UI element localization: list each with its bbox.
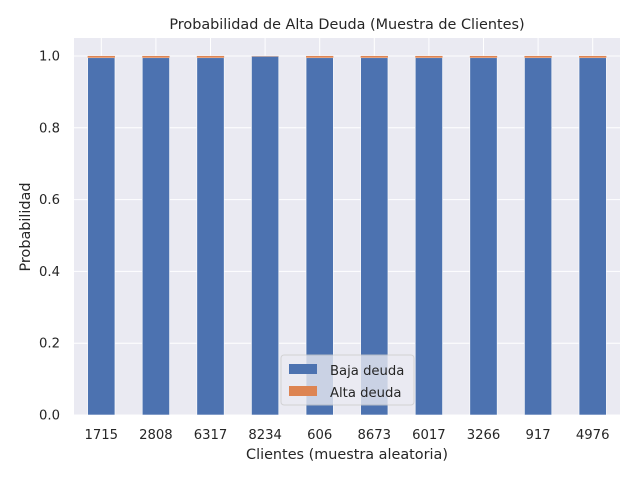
y-tick-labels: 0.0 0.2 0.4 0.6 0.8 1.0: [39, 49, 60, 423]
x-tick-label: 8673: [358, 428, 392, 443]
legend: Baja deuda Alta deuda: [280, 354, 415, 406]
bar-alta-deuda-4976: [579, 55, 607, 58]
bar-alta-deuda-3266: [469, 55, 498, 58]
bar-baja-deuda-6017: [414, 57, 443, 416]
bar-baja-deuda-2808: [141, 57, 170, 416]
legend-swatch-alta: [289, 386, 317, 396]
x-tick-label: 606: [307, 428, 332, 443]
y-tick-label: 1.0: [39, 49, 60, 64]
bar-alta-deuda-606: [306, 55, 334, 58]
legend-swatch-baja: [289, 364, 317, 374]
bar-alta-deuda-8673: [360, 55, 388, 58]
legend-label-alta: Alta deuda: [330, 386, 401, 401]
legend-label-baja: Baja deuda: [330, 364, 404, 379]
x-tick-label: 4976: [576, 428, 610, 443]
bar-baja-deuda-917: [524, 57, 553, 416]
x-tick-label: 6317: [194, 428, 228, 443]
y-tick-label: 0.4: [39, 265, 60, 280]
y-tick-label: 0.6: [39, 193, 60, 208]
bar-alta-deuda-917: [524, 55, 552, 58]
x-tick-label: 917: [526, 428, 551, 443]
x-tick-label: 3266: [467, 428, 501, 443]
y-tick-label: 0.8: [39, 121, 60, 136]
bar-baja-deuda-1715: [87, 57, 116, 416]
bar-alta-deuda-2808: [142, 55, 170, 58]
x-tick-label: 1715: [85, 428, 119, 443]
chart-title: Probabilidad de Alta Deuda (Muestra de C…: [169, 17, 524, 33]
bars: [87, 55, 607, 416]
x-tick-label: 2808: [139, 428, 173, 443]
x-tick-label: 6017: [412, 428, 446, 443]
y-tick-label: 0.0: [39, 409, 60, 424]
x-tick-labels: 1715 2808 6317 8234 606 8673 6017 3266 917 4976: [85, 428, 610, 443]
bar-alta-deuda-1715: [87, 55, 115, 58]
bar-alta-deuda-6017: [415, 55, 443, 58]
bar-baja-deuda-3266: [469, 57, 498, 416]
bar-alta-deuda-6317: [196, 55, 225, 58]
y-tick-label: 0.2: [39, 337, 60, 352]
y-axis-label: Probabilidad: [18, 183, 34, 272]
x-tick-label: 8234: [248, 428, 282, 443]
x-axis-label: Clientes (muestra aleatoria): [246, 447, 448, 463]
bar-baja-deuda-4976: [578, 57, 607, 416]
bar-baja-deuda-6317: [196, 57, 225, 416]
bar-baja-deuda-8234: [251, 56, 280, 416]
